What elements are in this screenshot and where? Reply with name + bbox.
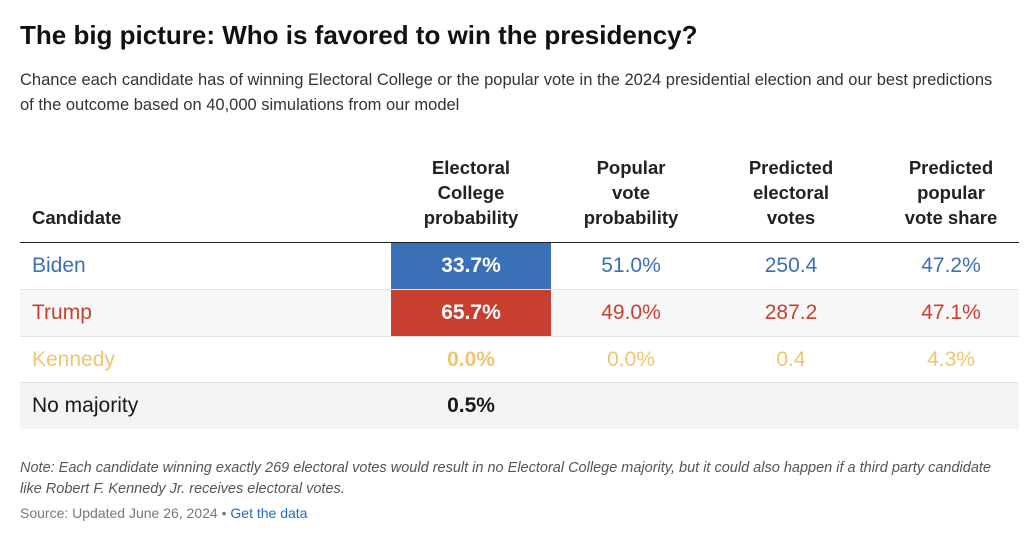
header-predicted-electoral-votes: Predicted electoral votes [711, 155, 871, 230]
candidate-name: Kennedy [32, 348, 115, 371]
header-popular-probability: Popular vote probability [551, 155, 711, 230]
predicted-share-cell: 4.3% [927, 348, 975, 371]
header-share-line3: vote share [904, 207, 998, 228]
candidate-name: No majority [32, 394, 139, 417]
predicted-ev-cell: 0.4 [776, 348, 806, 371]
header-pop-line2: vote [611, 182, 651, 203]
header-ec-probability: Electoral College probability [391, 155, 551, 230]
popular-probability-cell: 49.0% [601, 301, 661, 324]
predicted-share-cell: 47.1% [921, 301, 981, 324]
header-predicted-vote-share: Predicted popular vote share [871, 155, 1024, 230]
header-pop-line3: probability [583, 207, 679, 228]
table-header: Candidate Electoral College probability … [20, 150, 1019, 244]
source-separator: • [217, 505, 231, 521]
ec-probability-cell: 65.7% [391, 290, 551, 336]
predicted-share-cell: 47.2% [921, 254, 981, 277]
header-ev-line2: electoral [752, 182, 830, 203]
chart-subtitle: Chance each candidate has of winning Ele… [20, 71, 993, 114]
header-share-line2: popular [917, 182, 985, 203]
source-line: Source: Updated June 26, 2024 • Get the … [20, 505, 307, 521]
table-row-no-majority: No majority 0.5% [20, 382, 1019, 429]
header-candidate: Candidate [32, 207, 122, 228]
candidate-name: Trump [32, 301, 92, 324]
header-pop-line1: Popular [596, 157, 666, 178]
candidate-name: Biden [32, 254, 86, 277]
header-ec-line1: Electoral [431, 157, 511, 178]
header-ev-line3: votes [766, 207, 816, 228]
ec-probability-cell: 0.0% [447, 348, 495, 371]
header-ev-line1: Predicted [748, 157, 834, 178]
get-the-data-link[interactable]: Get the data [230, 505, 308, 521]
source-text: Source: Updated June 26, 2024 [20, 505, 218, 521]
header-ec-line3: probability [423, 207, 519, 228]
popular-probability-cell: 51.0% [601, 254, 661, 277]
table-row-biden: Biden 33.7% 51.0% 250.4 47.2% [20, 243, 1019, 289]
table-row-trump: Trump 65.7% 49.0% 287.2 47.1% [20, 289, 1019, 336]
table-row-kennedy: Kennedy 0.0% 0.0% 0.4 4.3% [20, 336, 1019, 383]
footnote: Note: Each candidate winning exactly 269… [20, 460, 991, 497]
popular-probability-cell [551, 383, 711, 429]
predicted-ev-cell: 250.4 [764, 254, 818, 277]
ec-probability-cell: 33.7% [391, 243, 551, 289]
predicted-share-cell [871, 383, 1024, 429]
predicted-ev-cell: 287.2 [764, 301, 818, 324]
header-share-line1: Predicted [908, 157, 994, 178]
predicted-ev-cell [711, 383, 871, 429]
chart-title: The big picture: Who is favored to win t… [20, 20, 698, 50]
ec-probability-cell: 0.5% [447, 394, 495, 417]
header-ec-line2: College [437, 182, 505, 203]
popular-probability-cell: 0.0% [607, 348, 655, 371]
